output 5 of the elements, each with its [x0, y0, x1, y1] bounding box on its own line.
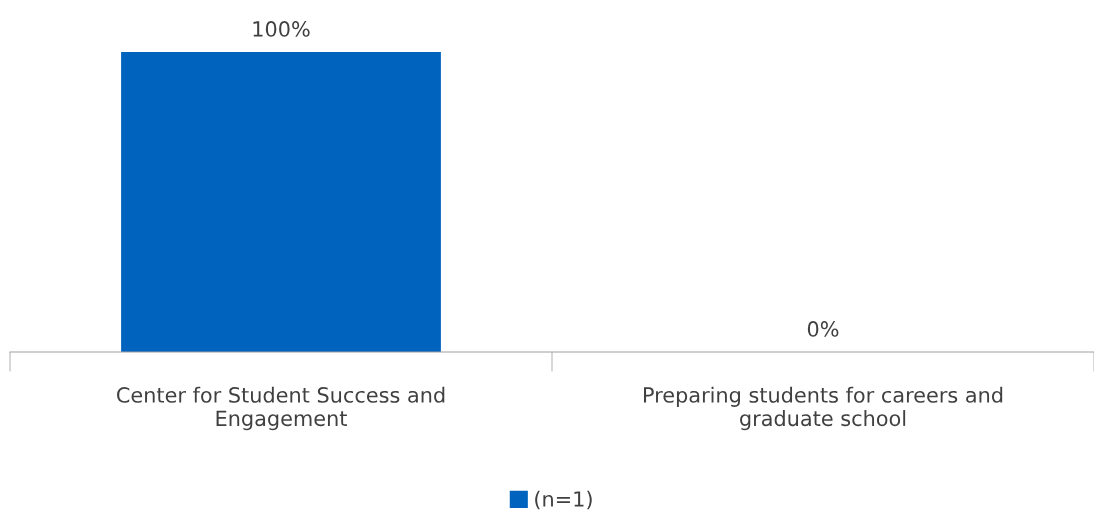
legend-label: (n=1) — [535, 490, 592, 510]
x-tick-label: Preparing students for careers and graduate school — [644, 386, 1003, 431]
data-label: 100% — [253, 21, 310, 37]
x-tick-label: Center for Student Success and Engagement — [117, 386, 445, 431]
data-label: 0% — [807, 321, 839, 337]
